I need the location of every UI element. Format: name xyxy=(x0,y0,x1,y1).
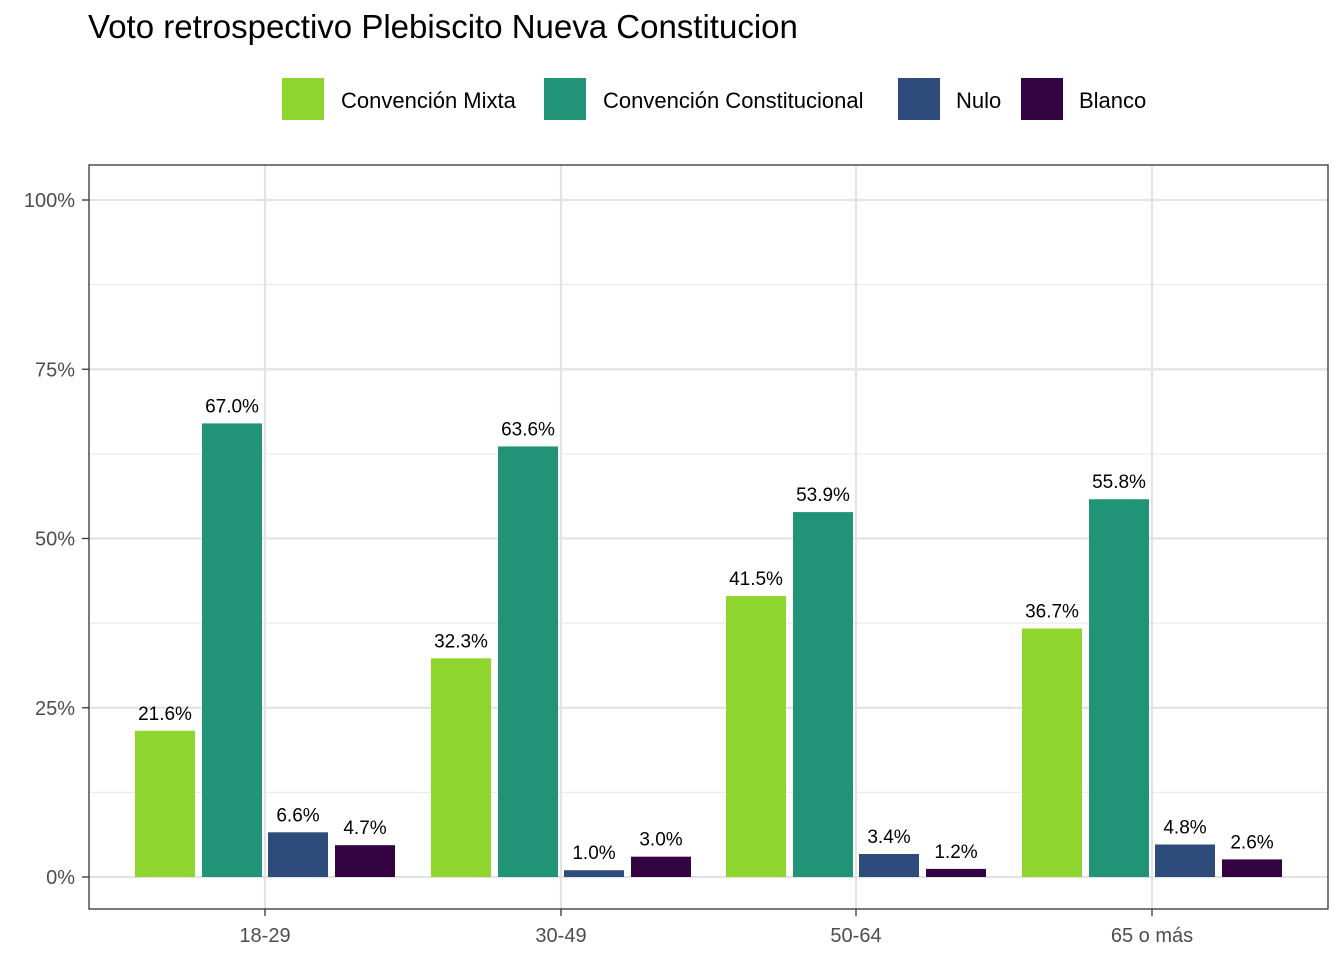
bar-blanco xyxy=(1222,859,1282,877)
data-label-convencion-mixta: 36.7% xyxy=(1025,602,1079,623)
legend-label-convencion-mixta: Convención Mixta xyxy=(341,88,516,113)
data-label-blanco: 3.0% xyxy=(639,830,682,851)
bar-nulo xyxy=(859,853,919,877)
data-label-nulo: 3.4% xyxy=(867,827,910,848)
y-tick-label: 75% xyxy=(35,359,75,381)
data-label-convencion-mixta: 21.6% xyxy=(138,704,192,725)
bar-blanco xyxy=(631,856,691,877)
bar-nulo xyxy=(1155,844,1215,877)
chart-title: Voto retrospectivo Plebiscito Nueva Cons… xyxy=(88,8,798,45)
y-tick-label: 0% xyxy=(46,867,75,889)
data-label-convencion-constitucional: 63.6% xyxy=(501,419,555,440)
x-tick-label: 30-49 xyxy=(535,925,586,947)
legend-label-nulo: Nulo xyxy=(956,88,1002,113)
y-tick-label: 100% xyxy=(24,190,75,212)
legend-key-convencion-mixta xyxy=(282,78,324,120)
y-tick-label: 25% xyxy=(35,698,75,720)
x-tick-label: 50-64 xyxy=(830,925,881,947)
data-label-convencion-constitucional: 55.8% xyxy=(1092,472,1146,493)
data-label-nulo: 1.0% xyxy=(572,843,615,864)
bar-convencion-mixta xyxy=(1022,628,1082,877)
y-tick-label: 50% xyxy=(35,529,75,551)
legend-key-blanco xyxy=(1021,78,1063,120)
panel-border xyxy=(88,164,1329,910)
data-label-blanco: 1.2% xyxy=(934,842,977,863)
bar-convencion-mixta xyxy=(135,730,195,877)
legend-key-convencion-constitucional xyxy=(544,78,586,120)
bar-convencion-constitucional xyxy=(202,423,262,877)
data-label-nulo: 6.6% xyxy=(276,805,319,826)
data-label-blanco: 2.6% xyxy=(1230,832,1273,853)
legend-label-blanco: Blanco xyxy=(1079,88,1147,113)
data-label-nulo: 4.8% xyxy=(1163,818,1206,839)
bar-blanco xyxy=(926,868,986,877)
data-label-convencion-constitucional: 53.9% xyxy=(796,485,850,506)
data-label-convencion-mixta: 41.5% xyxy=(729,569,783,590)
legend-label-convencion-constitucional: Convención Constitucional xyxy=(603,88,864,113)
bar-nulo xyxy=(268,832,328,877)
data-label-blanco: 4.7% xyxy=(343,818,386,839)
bar-convencion-constitucional xyxy=(498,446,558,877)
bar-convencion-mixta xyxy=(726,596,786,877)
bar-convencion-mixta xyxy=(431,658,491,877)
x-tick-label: 18-29 xyxy=(239,925,290,947)
x-tick-label: 65 o más xyxy=(1111,925,1193,947)
bar-convencion-constitucional xyxy=(1089,499,1149,877)
legend-key-nulo xyxy=(898,78,940,120)
bar-convencion-constitucional xyxy=(793,512,853,877)
bar-blanco xyxy=(335,845,395,877)
data-label-convencion-constitucional: 67.0% xyxy=(205,396,259,417)
bar-nulo xyxy=(564,870,624,877)
data-label-convencion-mixta: 32.3% xyxy=(434,631,488,652)
